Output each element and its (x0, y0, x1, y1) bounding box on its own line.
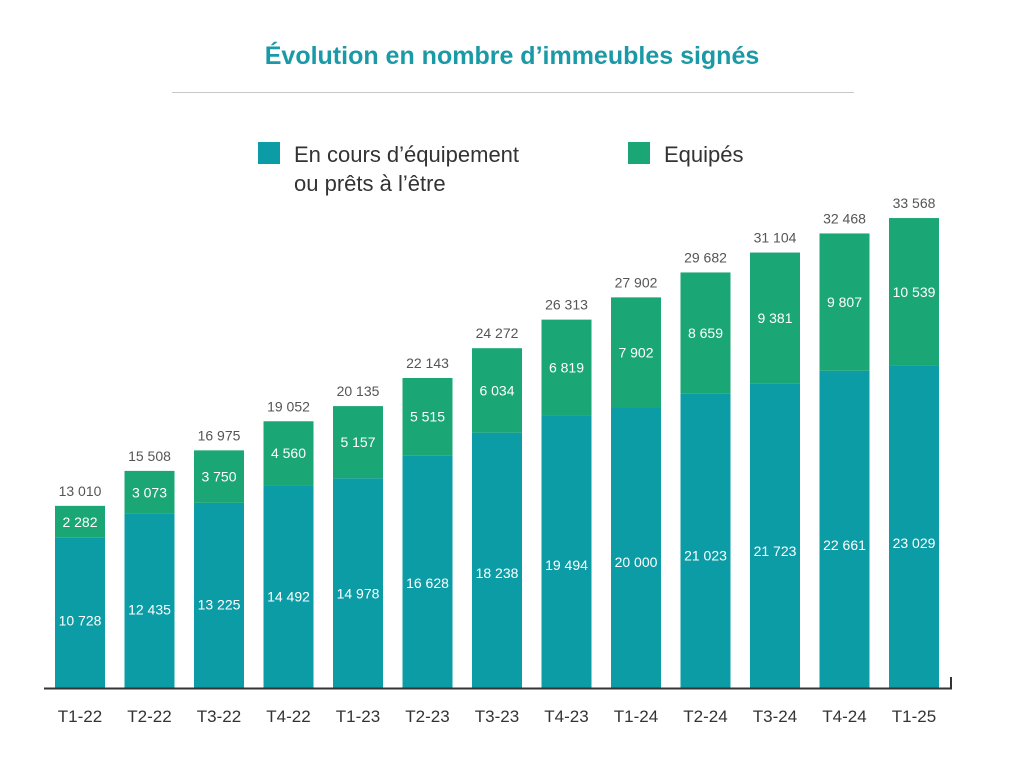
x-tick-label: T3-24 (753, 707, 797, 726)
legend-item-en-cours: En cours d’équipement ou prêts à l’être (258, 140, 519, 198)
legend-label-equipes: Equipés (664, 142, 744, 167)
data-label-equipes: 6 819 (549, 359, 584, 375)
data-label-en-cours: 16 628 (406, 575, 449, 591)
bar-equipes-t4-24 (819, 233, 870, 371)
x-tick-label: T2-22 (127, 707, 171, 726)
bar-en-cours-t3-22 (194, 502, 244, 688)
total-label: 16 975 (198, 427, 241, 443)
data-label-en-cours: 22 661 (823, 537, 866, 553)
bar-equipes-t1-23 (333, 406, 383, 479)
bar-en-cours-t1-25 (889, 365, 939, 688)
bar-equipes-t2-24 (680, 272, 731, 394)
total-label: 33 568 (893, 195, 936, 211)
bar-equipes-t4-23 (541, 319, 592, 416)
data-label-equipes: 6 034 (479, 382, 514, 398)
x-tick-label: T1-25 (892, 707, 936, 726)
legend-item-equipes: Equipés (628, 140, 744, 169)
legend-label-en-cours: En cours d’équipement ou prêts à l’être (294, 142, 520, 196)
bar-en-cours-t4-24 (819, 370, 870, 688)
bar-en-cours-t2-24 (680, 393, 731, 688)
data-label-en-cours: 13 225 (198, 597, 241, 613)
bar-en-cours-t2-23 (402, 455, 453, 688)
x-tick-label: T4-23 (544, 707, 588, 726)
chart-title: Évolution en nombre d’immeubles signés (264, 42, 760, 70)
bar-en-cours-t4-23 (541, 415, 592, 688)
data-label-equipes: 10 539 (893, 284, 936, 300)
x-tick-label: T1-24 (614, 707, 658, 726)
data-label-en-cours: 12 435 (128, 602, 171, 618)
bar-equipes-t3-22 (194, 450, 244, 503)
bar-equipes-t3-24 (750, 252, 800, 384)
data-label-en-cours: 19 494 (545, 557, 588, 573)
total-label: 32 468 (823, 210, 866, 226)
data-label-en-cours: 10 728 (59, 612, 102, 628)
total-label: 20 135 (337, 383, 380, 399)
bar-equipes-t1-25 (889, 218, 939, 366)
data-label-en-cours: 14 978 (337, 586, 380, 602)
total-label: 22 143 (406, 355, 449, 371)
x-tick-label: T1-23 (336, 707, 380, 726)
data-label-equipes: 3 073 (132, 484, 167, 500)
bar-equipes-t2-23 (402, 377, 453, 456)
data-label-equipes: 9 807 (827, 294, 862, 310)
x-tick-label: T3-22 (197, 707, 241, 726)
total-label: 27 902 (615, 274, 658, 290)
data-label-equipes: 3 750 (201, 469, 236, 485)
data-label-equipes: 9 381 (757, 310, 792, 326)
bar-en-cours-t1-23 (333, 478, 383, 688)
total-label: 29 682 (684, 249, 727, 265)
bar-en-cours-t2-22 (124, 513, 175, 688)
data-label-equipes: 4 560 (271, 445, 306, 461)
bar-equipes-t4-22 (263, 421, 314, 486)
data-label-en-cours: 20 000 (615, 554, 658, 570)
data-label-equipes: 2 282 (62, 514, 97, 530)
x-tick-label: T2-23 (405, 707, 449, 726)
bar-en-cours-t4-22 (263, 485, 314, 688)
data-label-en-cours: 18 238 (476, 565, 519, 581)
total-label: 24 272 (476, 325, 519, 341)
bar-en-cours-t1-22 (55, 537, 105, 688)
x-tick-label: T3-23 (475, 707, 519, 726)
total-label: 26 313 (545, 297, 588, 313)
x-tick-label: T1-22 (58, 707, 102, 726)
data-label-equipes: 7 902 (618, 345, 653, 361)
x-tick-label: T4-22 (266, 707, 310, 726)
total-label: 15 508 (128, 448, 171, 464)
bar-en-cours-t3-24 (750, 383, 800, 688)
total-label: 31 104 (754, 230, 797, 246)
title-divider (172, 92, 854, 93)
data-label-equipes: 5 515 (410, 409, 445, 425)
x-tick-label: T4-24 (822, 707, 866, 726)
total-label: 19 052 (267, 398, 310, 414)
bar-en-cours-t1-24 (611, 408, 661, 688)
data-label-en-cours: 14 492 (267, 589, 310, 605)
data-label-en-cours: 21 723 (754, 543, 797, 559)
data-label-equipes: 5 157 (340, 434, 375, 450)
bar-equipes-t1-24 (611, 297, 661, 408)
total-label: 13 010 (59, 483, 102, 499)
bar-equipes-t2-22 (124, 470, 175, 514)
data-label-en-cours: 21 023 (684, 548, 727, 564)
legend-swatch-en-cours (258, 142, 280, 164)
data-label-equipes: 8 659 (688, 325, 723, 341)
data-label-en-cours: 23 029 (893, 535, 936, 551)
bar-en-cours-t3-23 (472, 432, 522, 688)
legend-swatch-equipes (628, 142, 650, 164)
bar-equipes-t3-23 (472, 348, 522, 433)
x-tick-label: T2-24 (683, 707, 727, 726)
bar-equipes-t1-22 (55, 505, 105, 538)
